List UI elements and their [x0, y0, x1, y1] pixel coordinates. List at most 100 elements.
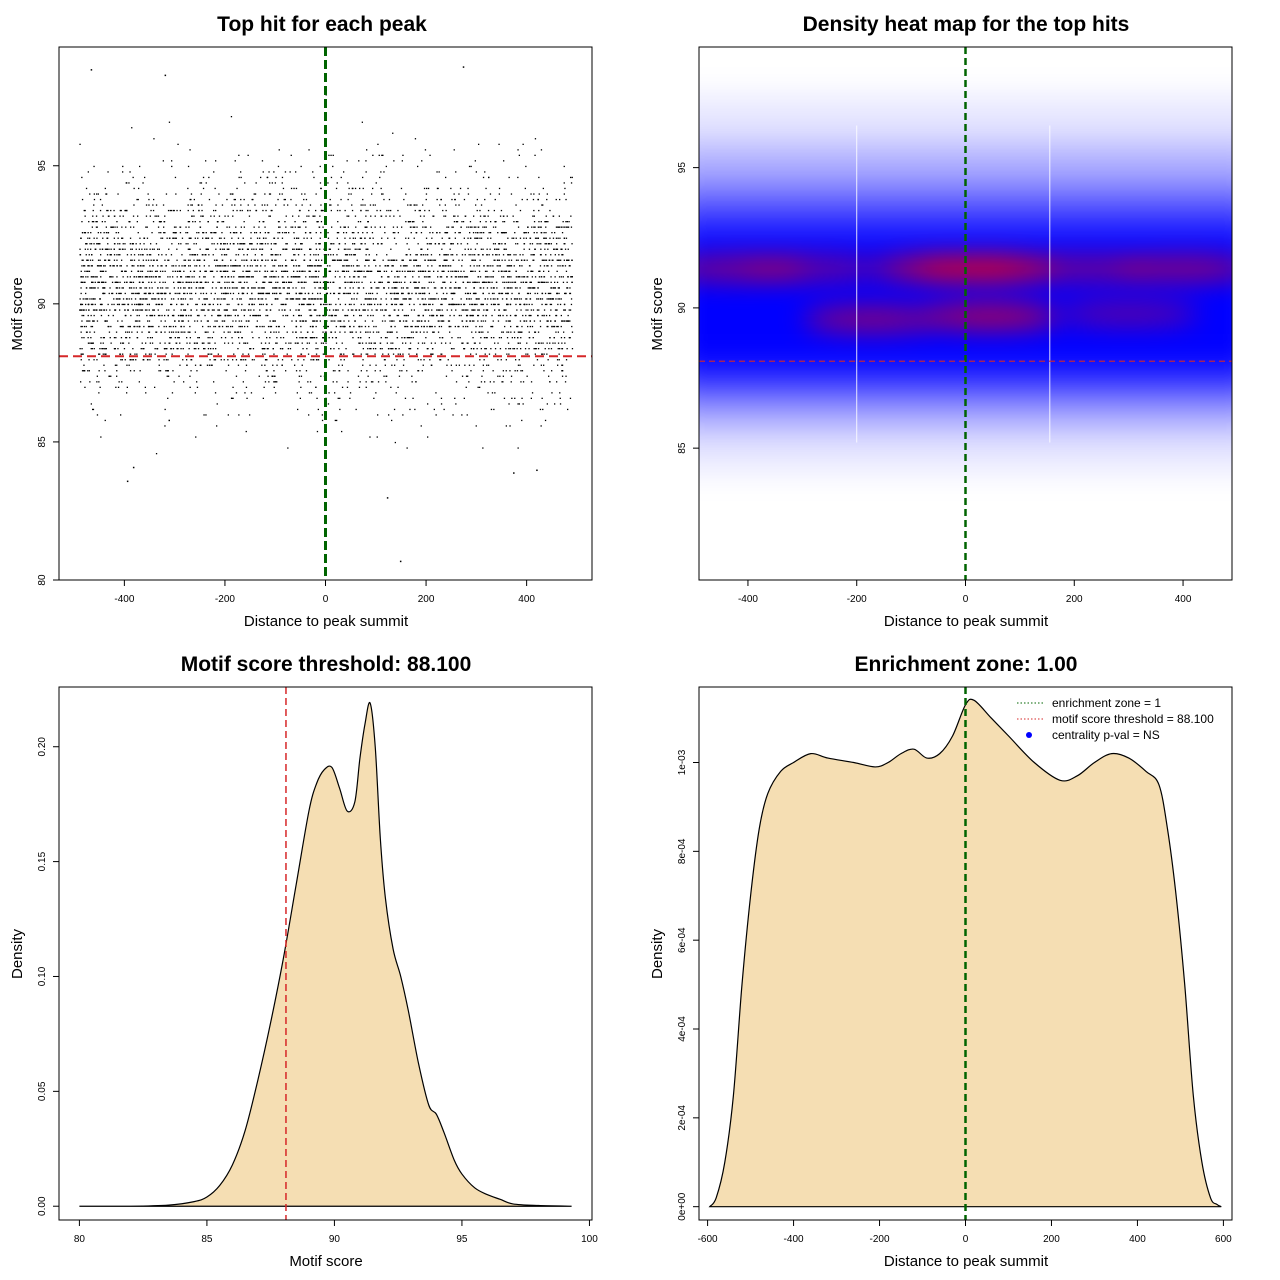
- scatter-point: [310, 337, 312, 339]
- scatter-point: [352, 276, 355, 278]
- scatter-point: [346, 160, 348, 162]
- scatter-point: [161, 265, 163, 267]
- scatter-point: [557, 298, 559, 300]
- scatter-point: [315, 348, 317, 350]
- scatter-point: [102, 353, 104, 355]
- scatter-point: [441, 237, 443, 239]
- scatter-point: [461, 309, 463, 311]
- scatter-point: [348, 265, 350, 267]
- scatter-point: [373, 325, 375, 328]
- scatter-point: [402, 298, 404, 300]
- scatter-point: [393, 215, 395, 217]
- scatter-point: [445, 298, 447, 300]
- scatter-point: [472, 337, 474, 339]
- scatter-point: [377, 303, 379, 306]
- scatter-point: [250, 237, 252, 239]
- scatter-point: [383, 270, 385, 272]
- scatter-point: [508, 353, 510, 355]
- scatter-point: [303, 237, 305, 239]
- scatter-point: [335, 342, 338, 344]
- scatter-point: [200, 182, 203, 184]
- scatter-point: [241, 243, 243, 245]
- scatter-point: [183, 325, 185, 328]
- scatter-point: [298, 226, 300, 228]
- scatter-point: [424, 149, 427, 151]
- scatter-point: [506, 337, 509, 339]
- scatter-point: [174, 337, 176, 339]
- scatter-point: [176, 248, 178, 250]
- scatter-point: [487, 215, 489, 217]
- scatter-point: [551, 232, 553, 234]
- scatter-point: [488, 353, 491, 355]
- scatter-point: [193, 281, 195, 283]
- scatter-point: [300, 314, 302, 317]
- scatter-point: [500, 292, 503, 295]
- scatter-point: [552, 215, 555, 217]
- scatter-point: [346, 215, 348, 217]
- scatter-point: [107, 209, 109, 212]
- scatter-point: [401, 370, 403, 372]
- scatter-point: [238, 342, 241, 344]
- scatter-point: [332, 154, 334, 156]
- scatter-point: [94, 281, 96, 283]
- scatter-point: [338, 287, 341, 289]
- scatter-point: [246, 281, 248, 283]
- scatter-point: [160, 237, 162, 239]
- scatter-point: [456, 221, 458, 223]
- scatter-point: [241, 259, 243, 261]
- scatter-point: [540, 149, 543, 151]
- scatter-point: [470, 226, 472, 228]
- scatter-point: [154, 348, 156, 350]
- scatter-point: [454, 303, 456, 306]
- scatter-point: [520, 348, 522, 350]
- scatter-point: [105, 232, 108, 234]
- scatter-point: [350, 265, 352, 267]
- scatter-point: [301, 320, 303, 322]
- scatter-point: [544, 237, 546, 239]
- scatter-point: [189, 237, 191, 239]
- scatter-point: [540, 276, 543, 278]
- scatter-point: [405, 342, 407, 344]
- scatter-point: [506, 353, 508, 355]
- scatter-point: [80, 359, 82, 361]
- scatter-point: [167, 359, 169, 361]
- scatter-point: [232, 215, 234, 217]
- scatter-point: [159, 276, 161, 278]
- scatter-point: [428, 243, 430, 245]
- scatter-point: [513, 221, 515, 223]
- scatter-point: [351, 331, 354, 333]
- scatter-point: [168, 342, 170, 344]
- scatter-point: [227, 414, 229, 416]
- scatter-point: [353, 298, 355, 300]
- scatter-point: [561, 232, 564, 234]
- scatter-point: [399, 320, 401, 322]
- scatter-point: [337, 221, 339, 223]
- scatter-point: [372, 187, 374, 190]
- scatter-point: [340, 176, 342, 179]
- scatter-point: [234, 160, 236, 162]
- scatter-point: [479, 287, 481, 289]
- scatter-point: [171, 303, 173, 306]
- scatter-point: [148, 320, 151, 322]
- scatter-point: [86, 259, 88, 261]
- scatter-point: [265, 309, 267, 311]
- scatter-point: [548, 292, 551, 295]
- scatter-point: [209, 303, 211, 306]
- scatter-point: [432, 331, 434, 333]
- scatter-point: [172, 232, 174, 234]
- scatter-point: [347, 370, 349, 372]
- scatter-point: [501, 292, 504, 295]
- scatter-point: [343, 325, 345, 328]
- scatter-point: [137, 320, 139, 322]
- scatter-point: [206, 298, 208, 300]
- scatter-point: [275, 276, 277, 278]
- scatter-point: [525, 232, 527, 234]
- scatter-point: [272, 292, 274, 295]
- scatter-point: [427, 287, 429, 289]
- scatter-point: [430, 325, 432, 328]
- scatter-point: [365, 386, 367, 388]
- scatter-point: [491, 325, 493, 328]
- scatter-point: [507, 265, 509, 267]
- scatter-point: [308, 392, 311, 394]
- scatter-point: [258, 226, 260, 228]
